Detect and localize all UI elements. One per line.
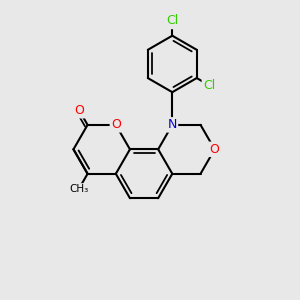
Text: CH₃: CH₃ xyxy=(69,184,88,194)
Text: O: O xyxy=(111,118,121,131)
Text: O: O xyxy=(210,143,220,156)
Text: Cl: Cl xyxy=(166,14,178,27)
Text: Cl: Cl xyxy=(203,79,216,92)
Text: N: N xyxy=(168,118,177,131)
Text: O: O xyxy=(74,104,84,117)
